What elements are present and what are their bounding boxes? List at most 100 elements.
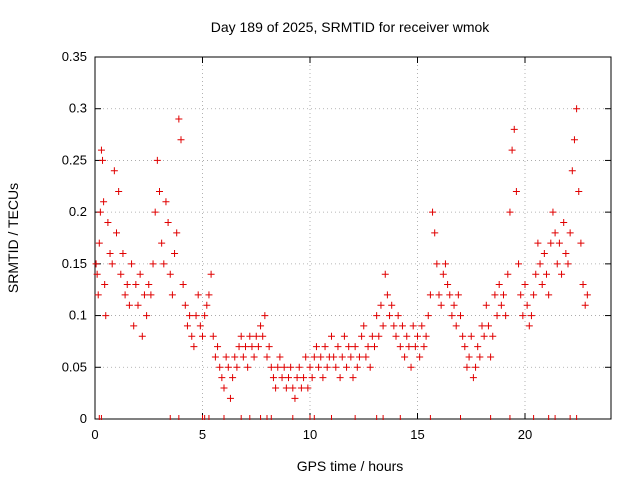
data-point — [551, 229, 559, 237]
data-point — [398, 322, 406, 330]
data-point — [328, 332, 335, 340]
data-point — [291, 394, 299, 402]
data-point — [171, 250, 179, 258]
data-point — [500, 291, 507, 299]
data-point — [269, 374, 277, 382]
data-point — [375, 332, 383, 340]
data-point — [405, 343, 413, 351]
x-axis-label: GPS time / hours — [297, 458, 404, 474]
data-point — [489, 332, 497, 340]
y-tick-label: 0.2 — [69, 204, 87, 219]
data-point — [534, 239, 542, 247]
data-point — [121, 291, 129, 299]
data-point — [140, 291, 148, 299]
data-point — [355, 353, 363, 361]
data-point — [136, 270, 144, 278]
data-point — [304, 384, 312, 392]
data-point — [250, 353, 258, 361]
data-point — [476, 353, 484, 361]
data-point — [156, 187, 163, 195]
data-point — [545, 291, 553, 299]
data-point — [364, 343, 372, 351]
data-point — [433, 260, 441, 268]
data-point — [113, 229, 120, 237]
data-point — [263, 353, 271, 361]
data-point — [525, 322, 533, 330]
data-point — [441, 260, 449, 268]
data-point — [345, 343, 353, 351]
data-point — [205, 291, 213, 299]
data-point — [252, 332, 260, 340]
data-point — [418, 322, 426, 330]
data-point — [319, 374, 327, 382]
data-point — [347, 353, 355, 361]
data-point — [312, 343, 320, 351]
data-point — [510, 125, 518, 133]
data-point — [246, 332, 254, 340]
data-point — [368, 332, 376, 340]
data-point — [583, 291, 591, 299]
data-point — [577, 239, 585, 247]
data-point — [332, 363, 340, 371]
data-point — [555, 239, 563, 247]
data-point — [495, 281, 503, 289]
data-point — [147, 291, 155, 299]
data-point — [457, 312, 464, 320]
data-point — [403, 332, 411, 340]
data-point — [484, 322, 492, 330]
data-point — [336, 374, 344, 382]
data-point — [487, 353, 495, 361]
data-point — [390, 322, 398, 330]
data-point — [349, 374, 357, 382]
data-point — [145, 281, 153, 289]
data-point — [211, 353, 219, 361]
data-point — [94, 291, 102, 299]
data-point — [371, 343, 378, 351]
data-point — [179, 281, 187, 289]
y-tick-label: 0.35 — [62, 49, 87, 64]
data-point — [194, 291, 202, 299]
data-point — [149, 260, 157, 268]
data-point — [110, 167, 118, 175]
data-point — [472, 363, 480, 371]
data-point — [454, 291, 462, 299]
data-point — [272, 384, 280, 392]
data-point — [394, 312, 402, 320]
data-point — [164, 218, 172, 226]
data-point — [300, 374, 308, 382]
data-point — [575, 187, 583, 195]
data-point — [422, 332, 430, 340]
data-point — [416, 353, 424, 361]
data-point — [302, 353, 310, 361]
data-point — [226, 394, 234, 402]
data-point — [564, 260, 572, 268]
data-point — [274, 363, 282, 371]
data-point — [340, 332, 348, 340]
data-point — [218, 374, 226, 382]
data-point — [343, 363, 351, 371]
data-point — [115, 187, 123, 195]
data-point — [461, 343, 469, 351]
data-point — [190, 343, 198, 351]
data-point — [465, 353, 473, 361]
data-point — [560, 218, 568, 226]
y-tick-label: 0 — [80, 411, 87, 426]
data-point — [125, 301, 133, 309]
data-point — [426, 291, 434, 299]
data-point — [254, 343, 262, 351]
data-point — [321, 343, 329, 351]
data-point — [160, 260, 168, 268]
data-point — [97, 146, 105, 154]
data-point — [553, 260, 561, 268]
data-point — [366, 363, 374, 371]
data-point — [106, 250, 114, 258]
data-point — [381, 270, 389, 278]
data-point — [224, 363, 232, 371]
data-point — [96, 208, 104, 216]
data-point — [493, 312, 501, 320]
data-point — [173, 229, 181, 237]
data-point — [360, 322, 368, 330]
data-point — [568, 167, 576, 175]
data-point — [278, 374, 286, 382]
